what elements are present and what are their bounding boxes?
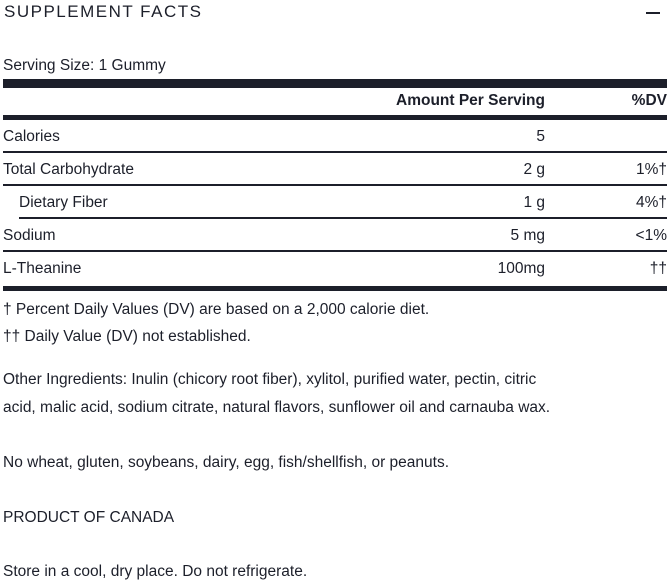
row-divider bbox=[3, 250, 667, 252]
row-divider bbox=[19, 217, 667, 219]
table-row: Calories 5 bbox=[3, 120, 667, 153]
nutrient-name: Sodium bbox=[3, 227, 56, 244]
nutrient-dv: <1% bbox=[635, 227, 667, 244]
nutrient-amount: 1 g bbox=[523, 194, 545, 211]
nutrient-amount: 5 mg bbox=[510, 227, 545, 244]
divider-thick bbox=[3, 79, 667, 88]
nutrient-amount: 100mg bbox=[497, 260, 545, 277]
nutrient-dv: †† bbox=[649, 260, 667, 277]
nutrient-dv: 1%† bbox=[635, 161, 667, 178]
table-row: Total Carbohydrate 2 g 1%† bbox=[3, 153, 667, 186]
footnote: † Percent Daily Values (DV) are based on… bbox=[3, 301, 430, 318]
serving-size: Serving Size: 1 Gummy bbox=[3, 57, 166, 74]
header-dv: %DV bbox=[631, 92, 667, 109]
table-row: L-Theanine 100mg †† bbox=[3, 252, 667, 285]
other-ingredients-line: acid, malic acid, sodium citrate, natura… bbox=[3, 399, 551, 416]
divider-medium bbox=[3, 115, 667, 120]
table-header: Amount Per Serving %DV bbox=[3, 84, 667, 117]
row-divider bbox=[3, 184, 667, 186]
nutrient-dv: 4%† bbox=[635, 194, 667, 211]
section-title: SUPPLEMENT FACTS bbox=[4, 2, 203, 21]
nutrient-amount: 2 g bbox=[523, 161, 545, 178]
nutrient-amount: 5 bbox=[536, 128, 545, 145]
minus-icon[interactable] bbox=[646, 12, 660, 14]
storage-instructions: Store in a cool, dry place. Do not refri… bbox=[3, 563, 308, 580]
nutrient-name: Total Carbohydrate bbox=[3, 161, 134, 178]
table-row: Sodium 5 mg <1% bbox=[3, 219, 667, 252]
nutrient-name: Calories bbox=[3, 128, 60, 145]
origin: PRODUCT OF CANADA bbox=[3, 509, 175, 526]
table-row: Dietary Fiber 1 g 4%† bbox=[3, 186, 667, 219]
header-amount: Amount Per Serving bbox=[396, 92, 545, 109]
nutrient-name: L-Theanine bbox=[3, 260, 82, 277]
row-divider bbox=[3, 151, 667, 153]
other-ingredients-line: Other Ingredients: Inulin (chicory root … bbox=[3, 371, 537, 388]
nutrient-name: Dietary Fiber bbox=[19, 194, 108, 211]
footnote: †† Daily Value (DV) not established. bbox=[3, 328, 251, 345]
divider-bottom bbox=[3, 286, 667, 291]
allergen-statement: No wheat, gluten, soybeans, dairy, egg, … bbox=[3, 454, 450, 471]
